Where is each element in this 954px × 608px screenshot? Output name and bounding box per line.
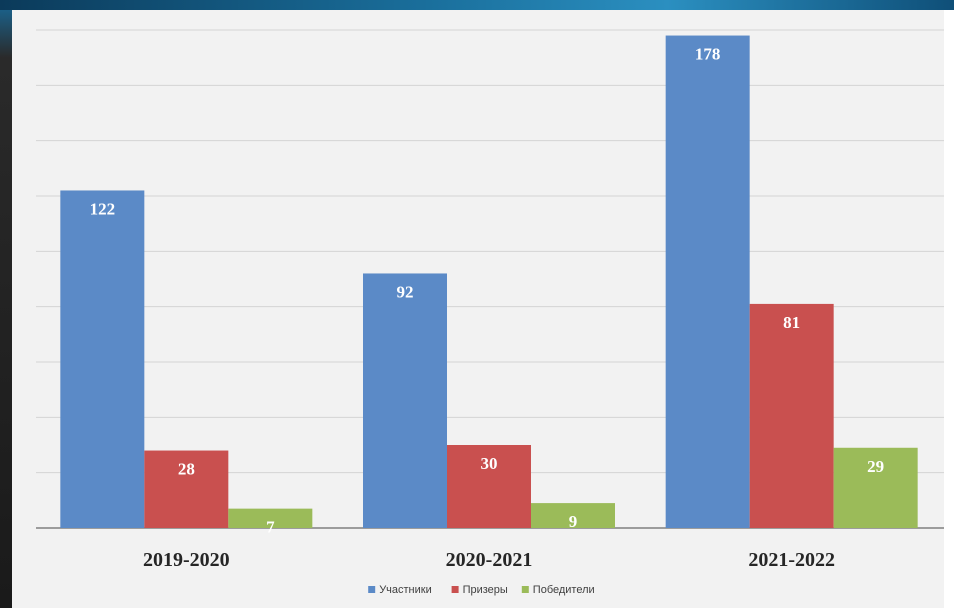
data-label: 28 (178, 460, 195, 479)
data-label: 7 (266, 518, 275, 537)
legend-label: Призеры (463, 584, 508, 596)
data-label: 122 (90, 199, 116, 218)
bar (665, 35, 750, 529)
legend-swatch (521, 586, 529, 593)
category-label: 2021-2022 (748, 549, 835, 571)
bar (363, 273, 447, 528)
data-label: 92 (397, 282, 414, 301)
data-label: 81 (783, 313, 800, 332)
data-label: 178 (695, 45, 721, 64)
bar (144, 450, 229, 528)
bar-layer (60, 35, 918, 529)
window-top-band (0, 0, 954, 10)
legend-label: Победители (533, 584, 595, 596)
data-label: 29 (867, 457, 884, 476)
bar (60, 190, 145, 528)
data-label: 9 (569, 512, 578, 531)
data-label-layer: 122 28 7 92 30 9 178 81 29 (90, 45, 885, 537)
window-right-edge (944, 10, 954, 608)
bar (749, 303, 834, 528)
bar (833, 447, 918, 528)
window-left-edge (0, 10, 12, 608)
bar (228, 508, 313, 528)
bar (447, 445, 531, 528)
legend-swatch (368, 586, 376, 593)
category-label-layer: 2019-2020 2020-2021 2021-2022 (143, 549, 835, 571)
category-label: 2020-2021 (446, 549, 533, 571)
category-label: 2019-2020 (143, 549, 230, 571)
bar (531, 503, 615, 528)
data-label: 30 (481, 454, 498, 473)
legend-swatch (451, 586, 459, 593)
legend-label: Участники (379, 584, 432, 596)
legend: Участники Призеры Победители (368, 584, 595, 596)
